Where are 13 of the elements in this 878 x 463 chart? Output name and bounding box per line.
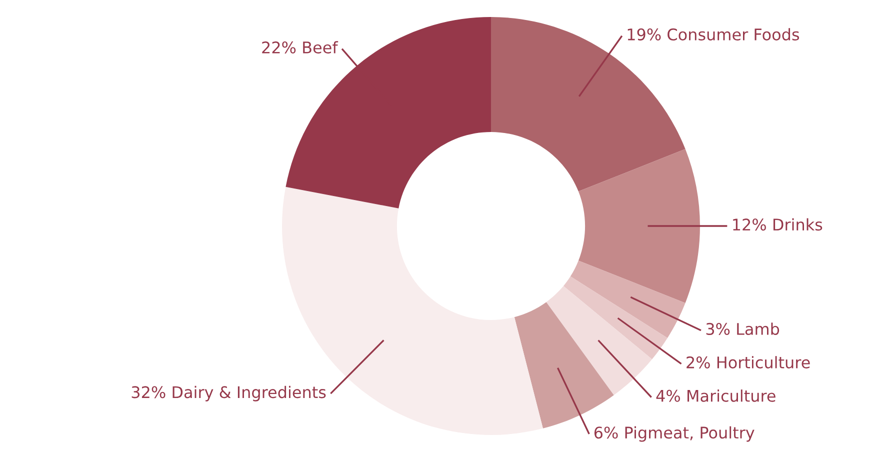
slice-label: 19% Consumer Foods [628,28,800,40]
slice-label: 2% Horticulture [686,356,810,368]
slice-label: 12% Drinks [733,218,822,231]
slice-label: 3% Lamb [706,322,780,336]
slice-label: 32% Dairy & Ingredients [132,386,326,402]
donut-slice [570,260,686,338]
donut-slice [578,149,700,303]
donut-slice [546,286,652,396]
donut-slice [563,276,668,360]
slice-label: 4% Mariculture [656,390,776,402]
slice-label: 6% Pigmeat, Poultry [594,426,754,442]
slice-label: 22% Beef [262,41,338,54]
donut-slice [514,302,614,428]
